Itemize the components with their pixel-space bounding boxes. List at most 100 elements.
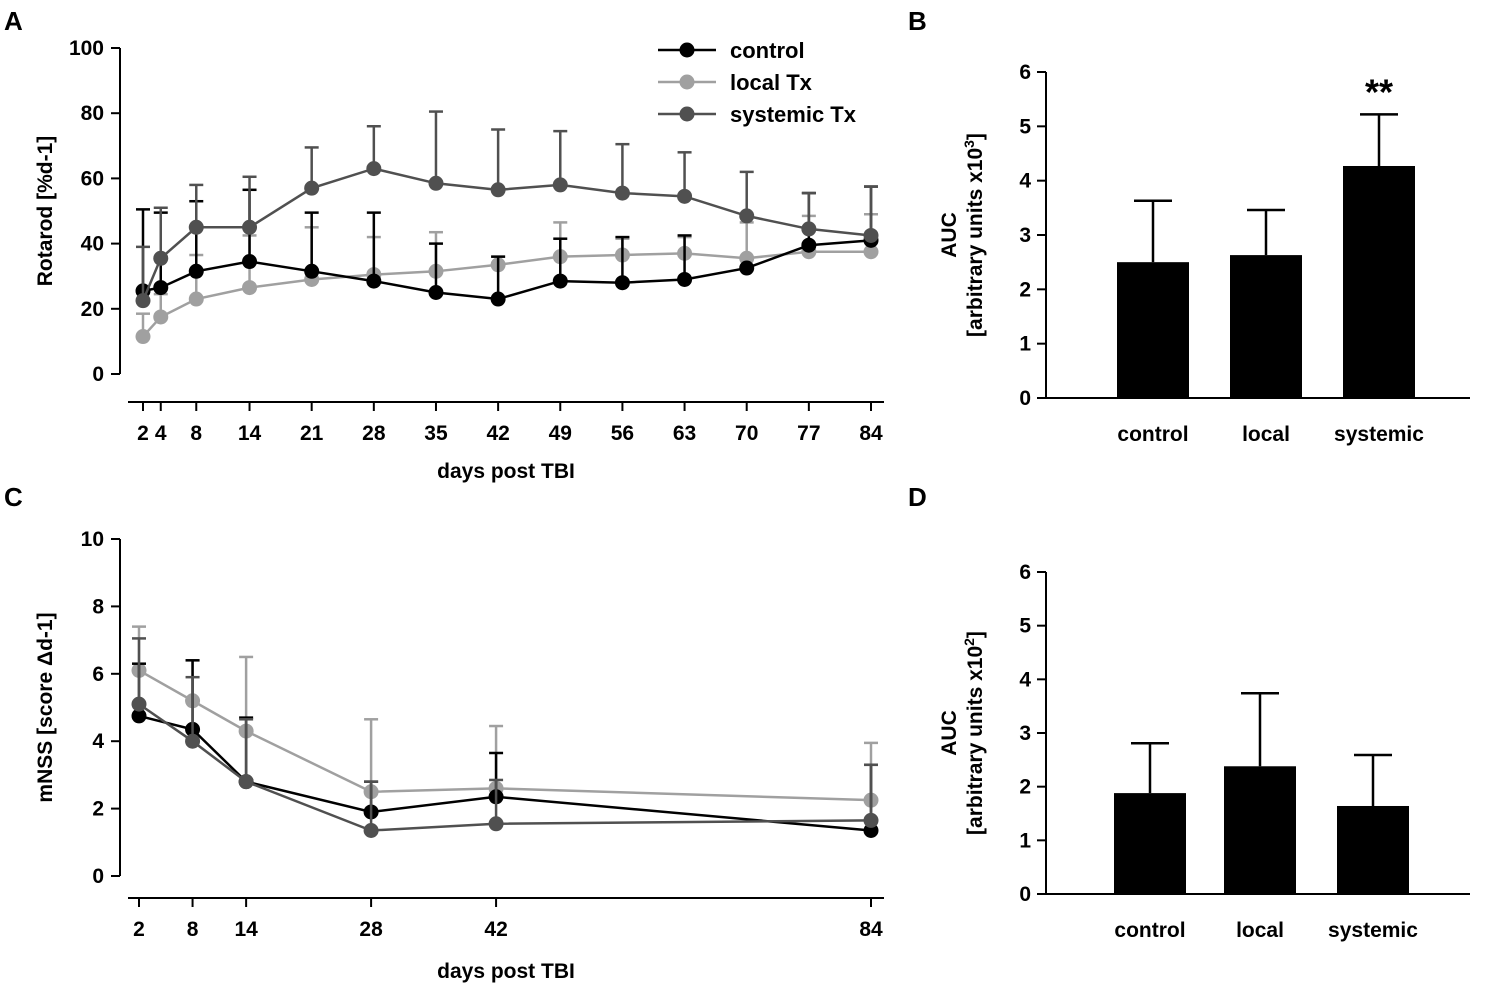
y-tick-label: 3 bbox=[1019, 722, 1031, 745]
bar-local bbox=[1224, 766, 1296, 894]
x-tick-label: 35 bbox=[424, 422, 448, 445]
x-tick-label: 49 bbox=[549, 422, 572, 445]
data-point-systemic bbox=[135, 293, 151, 309]
y-tick-label: 0 bbox=[1019, 883, 1031, 906]
series-line-systemic bbox=[141, 167, 872, 302]
x-tick-label: 28 bbox=[362, 422, 386, 445]
series-line-control bbox=[138, 714, 872, 832]
y-axis-label: mNSS [score Δd-1] bbox=[34, 612, 57, 802]
legend-label-local: local Tx bbox=[730, 70, 813, 95]
data-point-systemic bbox=[488, 816, 504, 832]
y-tick-label: 1 bbox=[1019, 829, 1031, 852]
y-tick-label: 6 bbox=[1019, 561, 1031, 584]
series-line-local bbox=[142, 250, 871, 338]
data-point-local bbox=[153, 309, 169, 325]
y-tick-label: 3 bbox=[1019, 224, 1031, 247]
data-point-systemic bbox=[428, 175, 444, 191]
panel-a-rotarod-chart: 0 20 40 60 80 100 Rotarod [%d-1] 2 4 8 14 21 28 35 42 4… bbox=[34, 37, 884, 483]
data-point-control bbox=[153, 280, 169, 296]
y-tick-label: 4 bbox=[1019, 170, 1031, 193]
data-point-control bbox=[552, 273, 568, 289]
data-point-systemic bbox=[185, 733, 201, 749]
legend-label-control: control bbox=[730, 38, 805, 63]
data-point-local bbox=[135, 329, 151, 345]
data-point-control bbox=[304, 263, 320, 279]
y-tick-label: 80 bbox=[81, 102, 104, 125]
y-tick-label: 100 bbox=[69, 37, 104, 60]
y-axis-label-line1: AUC bbox=[938, 710, 961, 756]
y-tick-label: 4 bbox=[92, 730, 104, 753]
data-point-systemic bbox=[677, 188, 693, 204]
x-tick-label: 56 bbox=[611, 422, 634, 445]
data-point-local bbox=[242, 280, 258, 296]
y-axis-label-superscript: 3 bbox=[961, 140, 977, 148]
series-line-local bbox=[138, 669, 872, 802]
y-tick-label: 0 bbox=[1019, 387, 1031, 410]
x-tick-label-local: local bbox=[1236, 919, 1284, 942]
x-tick-label: 21 bbox=[300, 422, 324, 445]
data-point-control bbox=[131, 708, 147, 724]
x-tick-label: 84 bbox=[859, 918, 883, 941]
y-tick-label: 1 bbox=[1019, 333, 1031, 356]
x-tick-label: 8 bbox=[187, 918, 199, 941]
significance-marker: ** bbox=[1365, 71, 1393, 112]
data-point-control bbox=[428, 285, 444, 300]
data-point-systemic bbox=[366, 161, 382, 177]
y-tick-label: 10 bbox=[81, 528, 104, 551]
data-point-control bbox=[242, 254, 258, 270]
data-point-systemic bbox=[739, 208, 755, 224]
y-tick-label: 2 bbox=[1019, 776, 1031, 799]
y-axis-label-prefix: [arbitrary units x10 bbox=[964, 148, 987, 337]
data-point-systemic bbox=[552, 177, 568, 193]
y-axis-label-superscript: 2 bbox=[961, 638, 977, 646]
data-point-systemic bbox=[238, 774, 254, 790]
x-tick-label: 77 bbox=[797, 422, 820, 445]
y-tick-label: 0 bbox=[92, 363, 104, 386]
x-tick-label: 63 bbox=[673, 422, 696, 445]
series-line-control bbox=[142, 239, 872, 301]
y-tick-label: 6 bbox=[92, 663, 104, 686]
x-axis-label: days post TBI bbox=[437, 460, 575, 483]
series-line-systemic bbox=[138, 703, 872, 832]
bar-systemic bbox=[1337, 805, 1409, 894]
x-tick-label-local: local bbox=[1242, 423, 1290, 446]
y-axis-label-line2: [arbitrary units x103] bbox=[961, 133, 987, 337]
panel-letter-d: D bbox=[908, 482, 927, 512]
x-tick-label-systemic: systemic bbox=[1334, 423, 1424, 446]
x-tick-label-systemic: systemic bbox=[1328, 919, 1418, 942]
x-tick-label: 8 bbox=[190, 422, 202, 445]
y-axis-label-line2: [arbitrary units x102] bbox=[961, 631, 987, 835]
data-point-local bbox=[188, 291, 204, 307]
data-point-systemic bbox=[863, 227, 879, 243]
data-point-systemic bbox=[363, 823, 379, 839]
x-tick-label: 4 bbox=[155, 422, 167, 445]
data-point-systemic bbox=[863, 812, 879, 828]
y-tick-label: 8 bbox=[92, 595, 104, 618]
data-point-control bbox=[739, 260, 755, 276]
legend-marker-control bbox=[679, 42, 695, 58]
y-tick-label: 2 bbox=[1019, 278, 1031, 301]
bar-local bbox=[1230, 255, 1302, 398]
y-axis-label-suffix: ] bbox=[964, 133, 987, 140]
data-point-systemic bbox=[131, 696, 147, 712]
x-tick-label: 2 bbox=[133, 918, 145, 941]
bar-control bbox=[1117, 262, 1189, 398]
y-tick-label: 0 bbox=[92, 865, 104, 888]
data-point-systemic bbox=[614, 185, 630, 201]
data-point-systemic bbox=[801, 221, 817, 237]
panel-letter-c: C bbox=[4, 482, 23, 512]
y-tick-label: 5 bbox=[1019, 615, 1031, 638]
y-tick-label: 4 bbox=[1019, 668, 1031, 691]
x-tick-label: 14 bbox=[234, 918, 258, 941]
x-tick-label: 42 bbox=[484, 918, 507, 941]
series-systemic bbox=[131, 637, 879, 839]
legend: control local Tx systemic Tx bbox=[658, 38, 857, 127]
legend-marker-systemic bbox=[679, 106, 695, 122]
panel-letter-a: A bbox=[4, 6, 23, 36]
y-axis-label-suffix: ] bbox=[964, 631, 987, 638]
x-tick-label-control: control bbox=[1117, 423, 1188, 446]
